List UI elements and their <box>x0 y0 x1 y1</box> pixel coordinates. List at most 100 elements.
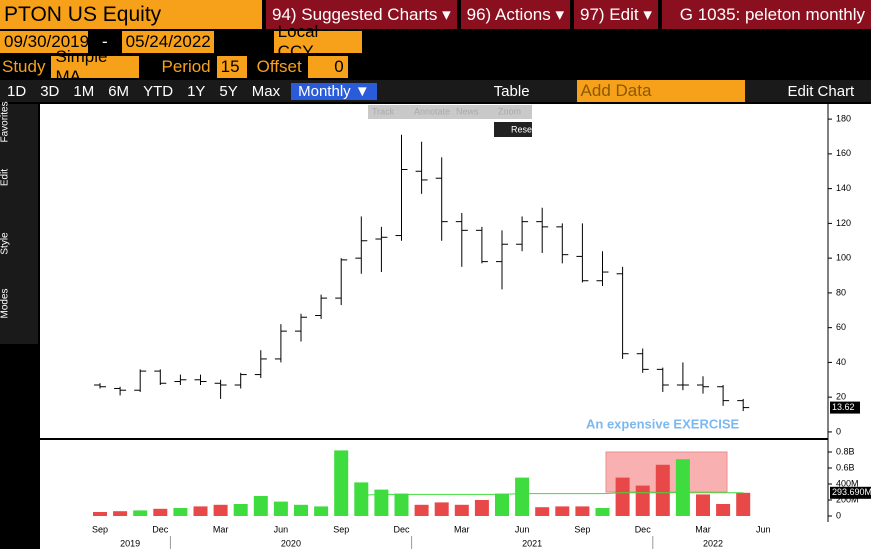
volume-bar <box>113 511 128 516</box>
year-label: 2022 <box>703 538 723 548</box>
y-tick-label: 40 <box>836 357 846 367</box>
x-tick-label: Mar <box>695 524 711 534</box>
volume-bar <box>213 504 228 516</box>
volume-bar <box>535 507 550 516</box>
y-tick-label: 160 <box>836 148 851 158</box>
x-tick-label: Mar <box>213 524 229 534</box>
year-label: 2021 <box>522 538 542 548</box>
y2-tick-label: 0 <box>836 510 841 520</box>
currency[interactable]: Local CCY <box>273 22 362 61</box>
volume-bar <box>655 464 670 516</box>
volume-bar <box>153 508 168 516</box>
menu[interactable]: 94) Suggested Charts ▾ <box>266 0 457 29</box>
range-button[interactable]: Max <box>251 82 281 100</box>
volume-bar <box>595 508 610 516</box>
x-tick-label: Sep <box>92 524 108 534</box>
x-tick-label: Jun <box>274 524 289 534</box>
page-title: G 1035: peleton monthly <box>661 0 871 29</box>
y-tick-label: 180 <box>836 113 851 123</box>
volume-bar <box>133 510 148 516</box>
y-tick-label: 80 <box>836 287 846 297</box>
last-price: 13.62 <box>832 402 855 412</box>
volume-bar <box>555 506 570 516</box>
volume-bar <box>454 504 469 516</box>
study[interactable]: Simple MA <box>51 47 140 86</box>
side-toolbar: Favorites Edit Style Modes <box>0 101 38 344</box>
chart-tool[interactable]: Track <box>372 106 395 116</box>
range-button[interactable]: 1D <box>7 82 27 100</box>
tool-strip <box>368 105 532 119</box>
volume-bar <box>93 512 107 516</box>
range-bar: 1D 3D 1M 6M YTD 1Y 5Y Max Monthly ▼ Table Add Data… <box>0 80 871 102</box>
volume-bar <box>414 504 429 516</box>
range-button[interactable]: 6M <box>108 82 130 100</box>
x-tick-label: Dec <box>393 524 410 534</box>
year-label: 2019 <box>120 538 140 548</box>
volume-bar <box>193 506 208 516</box>
menu[interactable]: 97) Edit ▾ <box>574 0 658 29</box>
reset[interactable]: Reset <box>511 124 535 134</box>
volume-bar <box>233 504 248 516</box>
x-tick-label: Jun <box>515 524 530 534</box>
plot-bg <box>40 104 828 438</box>
reset-bg <box>494 122 532 137</box>
right-axis-bg <box>828 104 871 549</box>
y-tick-label: 0 <box>836 426 841 436</box>
x-tick-label: Mar <box>454 524 470 534</box>
volume-bar <box>314 506 329 516</box>
chart-tool[interactable]: Annotate <box>414 106 450 116</box>
chart-tool[interactable]: News <box>456 106 479 116</box>
offset[interactable]: 0 <box>307 56 348 78</box>
chart-tool[interactable]: Zoom <box>498 106 521 116</box>
volume-bar <box>354 482 369 516</box>
x-tick-label: Jun <box>756 524 771 534</box>
volume-bar <box>474 500 489 516</box>
volume-bar <box>495 493 509 516</box>
range-button[interactable]: 1M <box>73 82 95 100</box>
range-button[interactable]: 1Y <box>187 82 206 100</box>
menu[interactable]: 96) Actions ▾ <box>460 0 571 29</box>
edit-chart[interactable]: Edit Chart <box>787 82 855 100</box>
range-button[interactable]: 3D <box>40 82 60 100</box>
y2-tick-label: 0.6B <box>836 462 855 472</box>
volume-bar <box>294 504 308 516</box>
x-tick-label: Sep <box>574 524 590 534</box>
bottom-bg <box>40 522 828 549</box>
period[interactable]: 15 <box>216 56 247 78</box>
study-bar: Study Simple MA Period 15 Offset 0 <box>0 47 871 86</box>
last-volume: 293.690M <box>832 487 871 497</box>
volume-bar <box>635 485 650 516</box>
end-date[interactable]: 05/24/2022 <box>121 31 214 53</box>
range-button[interactable]: 5Y <box>219 82 238 100</box>
chart: Track Annotate News Zoom Reset 0 20 40 60 80 100 12… <box>40 104 871 549</box>
volume-bar <box>334 450 349 516</box>
date-bar: 09/30/2019- 05/24/2022 Local CCY <box>0 22 871 61</box>
volume-bar <box>374 489 389 516</box>
volume-bar <box>394 493 409 516</box>
x-tick-label: Dec <box>635 524 652 534</box>
add-data[interactable]: Add Data <box>576 80 745 102</box>
moving-average <box>361 492 744 496</box>
volume-bar <box>736 492 751 516</box>
volume-bar <box>273 501 288 516</box>
table-button[interactable]: Table <box>493 82 530 100</box>
security-field[interactable]: PTON US Equity <box>0 0 262 29</box>
title-bar: PTON US Equity 94) Suggested Charts ▾ 96… <box>0 0 871 29</box>
y2-tick-label: 200M <box>836 494 859 504</box>
annotation: An expensive EXERCISE <box>586 416 739 431</box>
range-button[interactable]: YTD <box>143 82 174 100</box>
volume-bar <box>575 506 590 516</box>
last-price-bg <box>830 401 860 414</box>
frequency[interactable]: Monthly ▼ <box>291 82 377 100</box>
start-date[interactable]: 09/30/2019 <box>0 31 89 53</box>
y-tick-label: 20 <box>836 392 846 402</box>
y-tick-label: 120 <box>836 218 851 228</box>
year-label: 2020 <box>281 538 301 548</box>
last-volume-bg <box>830 486 871 499</box>
y2-tick-label: 0.8B <box>836 446 855 456</box>
label: Period <box>161 57 211 76</box>
y-tick-label: 60 <box>836 322 846 332</box>
volume-bar <box>253 496 268 516</box>
volume-bar <box>615 477 630 516</box>
